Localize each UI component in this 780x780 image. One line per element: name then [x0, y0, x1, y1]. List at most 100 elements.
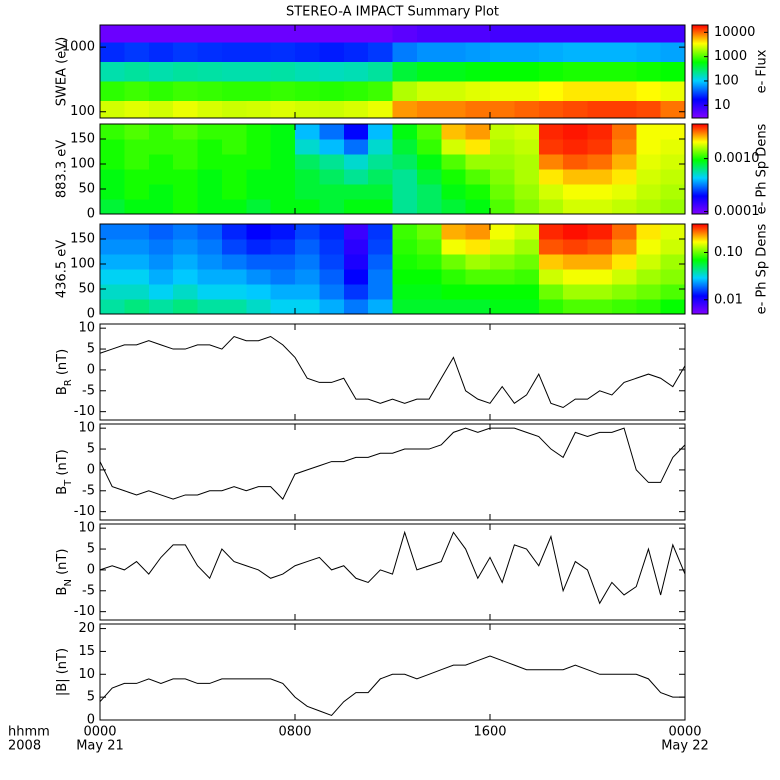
heatmap-cell: [416, 239, 442, 255]
heatmap-cell: [587, 139, 613, 155]
heatmap-cell: [587, 61, 613, 82]
heatmap-cell: [514, 239, 540, 255]
heatmap-cell: [319, 80, 345, 101]
heatmap-cell: [392, 224, 418, 240]
heatmap-cell: [343, 42, 369, 63]
heatmap-cell: [124, 42, 150, 63]
heatmap-cell: [148, 61, 174, 82]
heatmap-cell: [295, 100, 320, 119]
heatmap-cell: [343, 61, 369, 82]
heatmap-cell: [563, 61, 589, 82]
heatmap-cell: [636, 224, 662, 240]
heatmap-cell: [416, 224, 442, 240]
heatmap-cell: [563, 124, 589, 140]
heatmap-cell: [538, 199, 564, 215]
x-axis-label: hhmm: [8, 725, 50, 740]
heatmap-cell: [100, 269, 125, 285]
heatmap-cell: [173, 254, 199, 270]
heatmap-cell: [538, 124, 564, 140]
heatmap-cell: [441, 61, 467, 82]
heatmap-cell: [441, 184, 467, 200]
heatmap-cell: [246, 254, 272, 270]
heatmap-cell: [100, 169, 125, 185]
y-axis-label: |B| (nT): [55, 648, 70, 696]
heatmap-cell: [270, 154, 296, 170]
heatmap-cell: [319, 154, 345, 170]
heatmap-cell: [368, 42, 394, 63]
heatmap-cell: [636, 61, 662, 82]
x-tick-label: 0000: [668, 725, 701, 740]
colorbar-label: e- Ph Sp Dens: [755, 123, 770, 214]
heatmap-cell: [197, 42, 223, 63]
heatmap-cell: [587, 239, 613, 255]
heatmap-cell: [270, 254, 296, 270]
heatmap-cell: [392, 184, 418, 200]
heatmap-cell: [514, 254, 540, 270]
y-axis-label-part: N: [63, 579, 74, 586]
heatmap-cell: [441, 299, 467, 315]
heatmap-cell: [148, 100, 174, 119]
heatmap-cell: [392, 199, 418, 215]
heatmap-cell: [636, 25, 662, 43]
heatmap-cell: [441, 25, 467, 43]
heatmap-cell: [221, 169, 247, 185]
heatmap-cell: [660, 42, 686, 63]
heatmap-cell: [465, 184, 491, 200]
heatmap-cell: [124, 80, 150, 101]
heatmap-cell: [295, 25, 320, 43]
heatmap-cell: [221, 25, 247, 43]
heatmap-cell: [246, 184, 272, 200]
heatmap-cell: [100, 42, 125, 63]
heatmap-cell: [538, 254, 564, 270]
heatmap-cell: [221, 139, 247, 155]
heatmap-cell: [563, 284, 589, 300]
heatmap-cell: [148, 25, 174, 43]
heatmap-cell: [295, 124, 320, 140]
x-axis-label: 2008: [8, 739, 41, 754]
heatmap-cell: [465, 25, 491, 43]
heatmap-cell: [563, 254, 589, 270]
heatmap-cell: [636, 124, 662, 140]
heatmap-cell: [197, 224, 223, 240]
y-tick-label: 5: [87, 690, 95, 705]
heatmap-cell: [465, 100, 491, 119]
heatmap-cell: [368, 124, 394, 140]
heatmap-cell: [538, 184, 564, 200]
heatmap-cell: [124, 25, 150, 43]
heatmap-cell: [611, 169, 637, 185]
heatmap-cell: [392, 25, 418, 43]
y-tick-label: -10: [74, 404, 95, 419]
heatmap-cell: [416, 199, 442, 215]
heatmap-cell: [611, 269, 637, 285]
heatmap-cell: [319, 124, 345, 140]
heatmap-cell: [319, 239, 345, 255]
heatmap-cell: [538, 61, 564, 82]
heatmap-cell: [221, 299, 247, 315]
heatmap-cell: [270, 224, 296, 240]
y-tick-label: 150: [70, 132, 95, 147]
heatmap-cell: [124, 61, 150, 82]
heatmap-cell: [368, 100, 394, 119]
heatmap-cell: [148, 184, 174, 200]
heatmap-cell: [148, 139, 174, 155]
heatmap-cell: [173, 42, 199, 63]
heatmap-cell: [392, 100, 418, 119]
heatmap-cell: [611, 100, 637, 119]
heatmap-cell: [587, 199, 613, 215]
heatmap-cell: [441, 124, 467, 140]
heatmap-cell: [587, 80, 613, 101]
heatmap-cell: [465, 269, 491, 285]
heatmap-cell: [416, 269, 442, 285]
heatmap-cell: [490, 154, 515, 170]
heatmap-cell: [660, 284, 686, 300]
heatmap-cell: [392, 154, 418, 170]
heatmap-cell: [465, 239, 491, 255]
heatmap-cell: [246, 154, 272, 170]
heatmap-cell: [100, 25, 125, 43]
heatmap-cell: [246, 25, 272, 43]
heatmap-cell: [197, 61, 223, 82]
heatmap-cell: [465, 254, 491, 270]
heatmap-cell: [124, 169, 150, 185]
heatmap-cell: [368, 299, 394, 315]
x-tick-label: 0800: [278, 725, 311, 740]
